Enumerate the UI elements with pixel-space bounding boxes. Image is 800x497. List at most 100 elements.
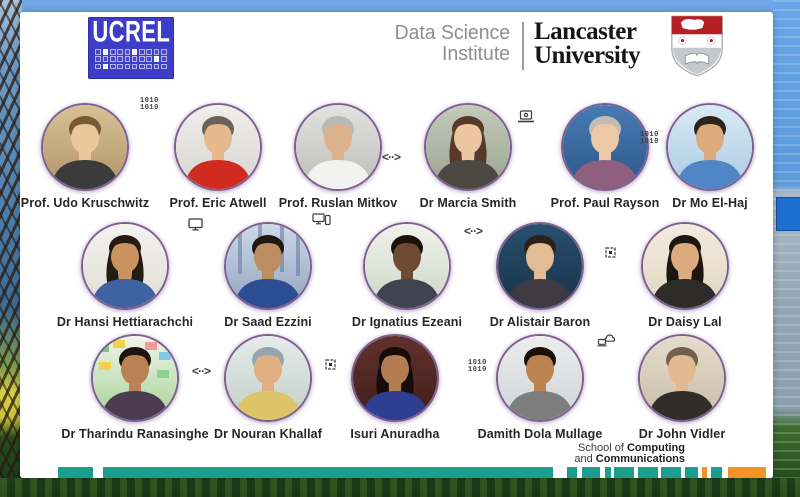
team-member: Prof. Udo Kruschwitz [5,103,165,210]
team-member: Dr Tharindu Ranasinghe [55,334,215,441]
ucrel-grid-cell [117,63,123,70]
person-name: Dr Tharindu Ranasinghe [61,427,209,441]
profile-photo [351,334,439,422]
lancaster-line1: Lancaster [534,18,637,45]
person-name: Dr Hansi Hettiarachchi [56,315,194,329]
ucrel-grid-cell [117,56,123,62]
ucrel-grid-cell [110,63,116,70]
ucrel-grid-cell [102,49,109,55]
person-name: Dr Daisy Lal [648,315,722,329]
barcode-orange-segment [702,467,707,478]
team-member: Dr Marcia Smith [388,103,548,210]
barcode-orange-segment [728,467,766,478]
ucrel-grid-cell [131,63,138,70]
profile-photo [424,103,512,191]
ucrel-grid-cell [95,49,101,55]
team-member: Prof. Eric Atwell [138,103,298,210]
ucrel-grid-cell [153,49,160,55]
person-name: Dr Saad Ezzini [224,315,312,329]
barcode-teal-segment [685,467,698,478]
data-science-institute-logo: Data Science Institute [335,23,510,65]
wallpaper-tree-strip [0,0,22,497]
barcode-teal-segment [58,467,93,478]
barcode-teal-segment [711,467,722,478]
team-member: Prof. Paul Rayson [525,103,685,210]
lancaster-line2: University [534,42,641,69]
profile-photo [41,103,129,191]
profile-photo [496,222,584,310]
ucrel-grid-cell [161,63,167,70]
ucrel-grid-cell [124,56,131,62]
person-name: Dr Ignatius Ezeani [351,315,463,329]
ucrel-grid-cell [139,49,145,55]
profile-photo [81,222,169,310]
profile-photo [496,334,584,422]
profile-photo [666,103,754,191]
wallpaper-grass-strip [0,478,800,497]
ucrel-grid-cell [110,49,116,55]
ucrel-grid-cell [139,63,145,70]
team-member: Dr Ignatius Ezeani [327,222,487,329]
person-name: Dr Alistair Baron [489,315,591,329]
ucrel-grid-cell [124,63,131,70]
profile-photo [638,334,726,422]
ucrel-logo-grid [95,49,167,70]
barcode-teal-segment [582,467,600,478]
barcode-teal-segment [638,467,658,478]
ucrel-grid-cell [153,56,160,62]
ucrel-grid-cell [161,56,167,62]
ucrel-grid-cell [146,56,152,62]
barcode-teal-segment [614,467,634,478]
ucrel-grid-cell [117,49,123,55]
ucrel-grid-cell [146,49,152,55]
person-name: Prof. Ruslan Mitkov [278,196,398,210]
dsi-line1: Data Science [394,22,510,44]
barcode-teal-segment [661,467,681,478]
profile-photo [561,103,649,191]
ucrel-grid-cell [124,49,131,55]
ucrel-grid-cell [95,56,101,62]
ucrel-grid-cell [95,63,101,70]
person-name: Dr Marcia Smith [419,196,517,210]
profile-photo [363,222,451,310]
ucrel-grid-cell [146,63,152,70]
person-name: Prof. Udo Kruschwitz [20,196,150,210]
team-member: Isuri Anuradha [315,334,475,441]
team-slide: UCREL Data Science Institute Lancaster U… [20,12,773,478]
ucrel-grid-cell [102,56,109,62]
lancaster-shield-icon [670,14,724,83]
person-name: Isuri Anuradha [350,427,440,441]
wallpaper-building-strip [773,0,800,497]
header-divider [522,22,524,70]
lancaster-university-wordmark: Lancaster University [534,18,668,69]
ucrel-logo-text: UCREL [92,15,170,49]
person-name: Dr John Vidler [638,427,726,441]
profile-photo [641,222,729,310]
ucrel-grid-cell [161,49,167,55]
person-name: Damith Dola Mullage [477,427,603,441]
team-member: Dr Nouran Khallaf [188,334,348,441]
school-line2: and Communications [574,453,685,465]
wallpaper-building-sign [776,197,800,231]
person-name: Prof. Eric Atwell [169,196,267,210]
school-of-computing-wordmark: School of Computing and Communications [420,443,685,465]
person-name: Dr Nouran Khallaf [214,427,322,441]
barcode-teal-segment [605,467,611,478]
ucrel-grid-cell [131,49,138,55]
dsi-line2: Institute [442,43,510,65]
profile-photo [91,334,179,422]
barcode-teal-segment [567,467,577,478]
ucrel-grid-cell [102,63,109,70]
team-member: Dr Alistair Baron [460,222,620,329]
ucrel-logo: UCREL [88,17,174,79]
ucrel-grid-cell [110,56,116,62]
profile-photo [294,103,382,191]
person-name: Prof. Paul Rayson [550,196,660,210]
team-member: Damith Dola Mullage [460,334,620,441]
team-member: Prof. Ruslan Mitkov [258,103,418,210]
ucrel-grid-cell [139,56,145,62]
team-member: Dr John Vidler [602,334,762,441]
profile-photo [224,222,312,310]
team-member: Dr Mo El-Haj [630,103,790,210]
